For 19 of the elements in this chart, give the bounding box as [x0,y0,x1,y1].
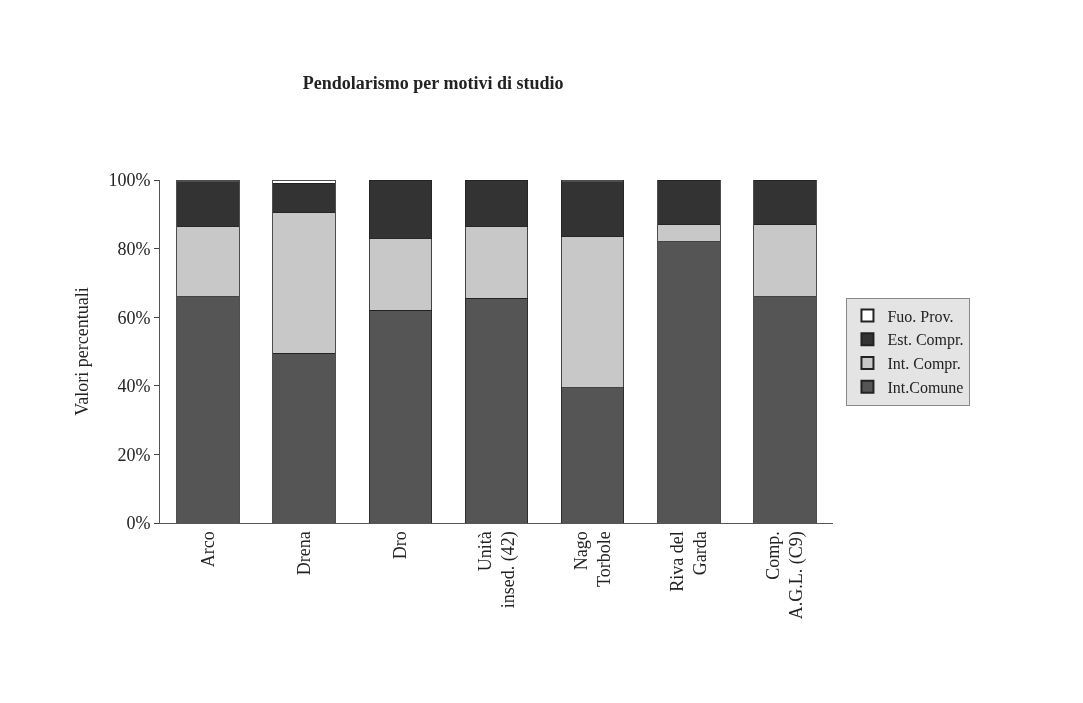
x-tick-label: Unità insed. (42) [474,531,520,609]
y-tick-label: 80% [117,238,151,259]
legend-label: Int. Compr. [887,355,961,374]
legend-label: Fuo. Prov. [887,307,954,325]
y-axis-title: Valori percentuali [71,287,92,416]
legend-label: Est. Compr. [887,331,964,350]
x-tick-label: Dro [390,531,411,560]
y-tick-label: 0% [126,513,151,534]
y-tick-label: 40% [117,376,151,397]
y-tick-label: 100% [108,170,151,191]
x-tick-label: Nago Torbole [570,531,615,587]
y-tick-label: 60% [117,307,151,328]
x-tick-label: Riva del Garda [666,531,711,592]
y-tick-label: 20% [117,444,151,465]
chart-title: Pendolarismo per motivi di studio [302,72,564,93]
legend-label: Int.Comune [887,379,964,397]
x-tick-label: Comp. A.G.L. (C9) [763,531,808,620]
x-tick-label: Arco [197,531,218,568]
x-tick-label: Drena [294,531,315,576]
